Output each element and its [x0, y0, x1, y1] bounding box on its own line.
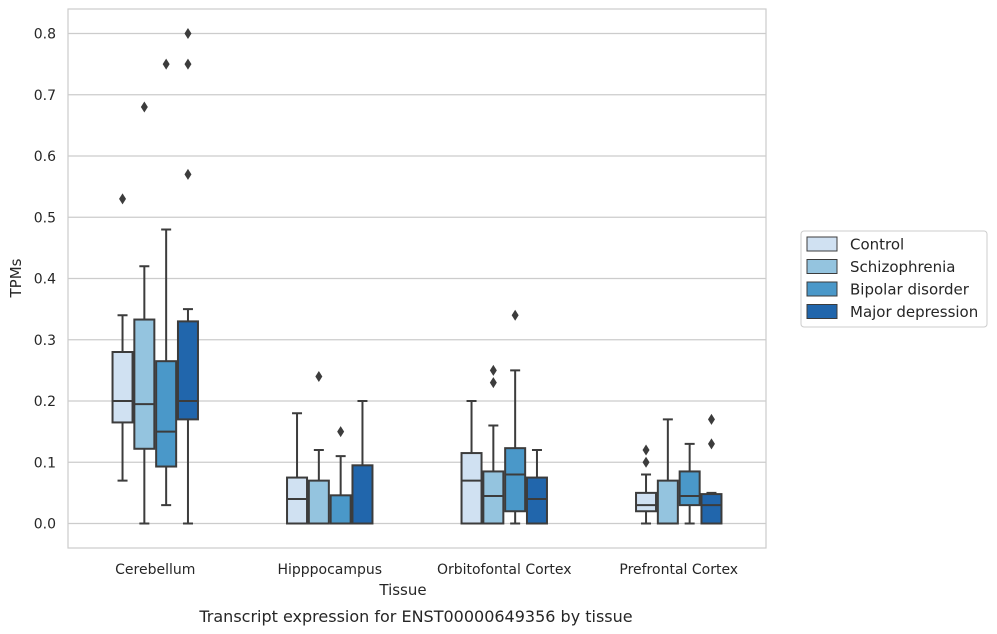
legend-frame	[800, 230, 988, 328]
box-iqr	[133, 318, 156, 450]
box-iqr	[111, 351, 134, 424]
plot-frame	[67, 8, 767, 549]
box-group	[460, 400, 483, 525]
x-tick-label: Prefrontal Cortex	[619, 562, 738, 578]
outlier-point	[489, 377, 497, 389]
outlier-point	[119, 193, 127, 205]
box-iqr	[678, 470, 701, 507]
outlier-point	[642, 456, 650, 468]
y-tick-label: 0.1	[34, 455, 56, 471]
x-tick-label: Cerebellum	[115, 562, 195, 578]
box-iqr	[700, 493, 723, 525]
box-layer	[111, 28, 723, 525]
legend-label: Major depression	[850, 303, 978, 321]
box-iqr	[176, 320, 199, 421]
box-group	[351, 400, 374, 525]
box-iqr	[286, 476, 309, 525]
box-group	[133, 101, 156, 525]
box-group	[155, 58, 178, 507]
outlier-point	[184, 28, 192, 39]
y-tick-label: 0.3	[34, 333, 56, 349]
y-tick-label: 0.2	[34, 394, 56, 410]
box-group	[111, 193, 134, 482]
legend-label: Bipolar disorder	[850, 281, 970, 299]
box-iqr	[155, 360, 178, 468]
box-iqr	[525, 476, 548, 525]
box-group	[656, 418, 679, 525]
legend-swatch	[806, 236, 838, 252]
x-tick-label: Hipppocampus	[277, 562, 382, 578]
outlier-point	[489, 364, 497, 376]
box-iqr	[329, 494, 352, 525]
x-axis-title: Tissue	[378, 581, 426, 599]
outlier-point	[511, 309, 519, 321]
y-tick-label: 0.5	[34, 210, 56, 226]
box-iqr	[482, 470, 505, 525]
box-iqr	[460, 452, 483, 525]
box-group	[525, 449, 548, 525]
y-tick-label: 0.6	[34, 149, 56, 165]
outlier-point	[184, 168, 192, 180]
legend-swatch	[806, 281, 838, 297]
y-tick-label: 0.7	[34, 88, 56, 104]
box-group	[307, 371, 330, 525]
box-iqr	[351, 464, 374, 525]
box-group	[482, 364, 505, 525]
box-iqr	[656, 479, 679, 525]
box-iqr	[307, 479, 330, 525]
legend-swatch	[806, 304, 838, 319]
x-tick-label: Orbitofontal Cortex	[437, 562, 572, 578]
y-tick-label: 0.4	[34, 272, 56, 288]
box-group	[700, 413, 723, 525]
box-group	[176, 28, 199, 525]
legend-swatch	[806, 259, 838, 274]
y-axis-title: TPMs	[7, 258, 25, 298]
chart-caption: Transcript expression for ENST0000064935…	[198, 607, 632, 626]
box-iqr	[504, 447, 527, 513]
outlier-point	[707, 413, 715, 425]
outlier-point	[140, 101, 148, 113]
outlier-point	[315, 371, 323, 382]
outlier-point	[337, 426, 345, 438]
legend: Control Schizophrenia Bipolar disorder Majo…	[800, 230, 988, 328]
x-tick-labels: Cerebellum Hipppocampus Orbitofontal Corte…	[115, 562, 738, 578]
outlier-point	[184, 58, 192, 70]
box-group	[329, 426, 352, 525]
legend-label: Control	[850, 236, 904, 254]
box-iqr	[635, 491, 658, 513]
outlier-point	[707, 438, 715, 450]
box-group	[635, 444, 658, 525]
outlier-point	[162, 58, 170, 70]
outlier-point	[642, 444, 650, 456]
legend-label: Schizophrenia	[850, 258, 955, 276]
y-tick-label: 0.0	[34, 517, 56, 533]
box-group	[286, 412, 309, 525]
box-group	[504, 309, 527, 525]
y-tick-labels: 0.0 0.1 0.2 0.3 0.4 0.5 0.6 0.7 0.8	[34, 27, 56, 533]
y-tick-label: 0.8	[34, 27, 56, 43]
legend-items: Control Schizophrenia Bipolar disorder Majo…	[806, 236, 978, 321]
box-group	[678, 442, 701, 525]
